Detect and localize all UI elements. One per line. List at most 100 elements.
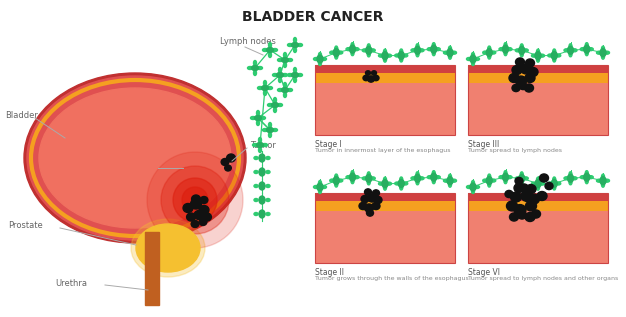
Ellipse shape xyxy=(254,157,258,159)
Ellipse shape xyxy=(569,44,572,49)
Ellipse shape xyxy=(269,42,272,48)
Ellipse shape xyxy=(354,48,359,51)
Ellipse shape xyxy=(510,213,518,221)
Ellipse shape xyxy=(548,54,553,57)
Ellipse shape xyxy=(262,86,269,90)
Ellipse shape xyxy=(182,187,208,213)
Bar xyxy=(315,193,455,263)
Ellipse shape xyxy=(267,103,272,107)
Ellipse shape xyxy=(346,48,351,51)
Ellipse shape xyxy=(588,176,593,179)
Text: Tumor: Tumor xyxy=(250,140,276,150)
Ellipse shape xyxy=(443,179,448,182)
Bar xyxy=(315,65,455,73)
Ellipse shape xyxy=(584,173,590,181)
Ellipse shape xyxy=(435,48,440,51)
Ellipse shape xyxy=(294,37,297,42)
Ellipse shape xyxy=(191,221,199,228)
Ellipse shape xyxy=(531,54,536,57)
Ellipse shape xyxy=(277,73,284,77)
Ellipse shape xyxy=(282,74,287,76)
Ellipse shape xyxy=(257,87,262,89)
Ellipse shape xyxy=(354,176,359,179)
Ellipse shape xyxy=(384,177,386,182)
Ellipse shape xyxy=(370,49,375,52)
Ellipse shape xyxy=(428,48,432,51)
Ellipse shape xyxy=(448,174,451,179)
Ellipse shape xyxy=(367,52,370,57)
Ellipse shape xyxy=(512,66,522,74)
Ellipse shape xyxy=(499,176,504,179)
Ellipse shape xyxy=(267,48,274,53)
Ellipse shape xyxy=(419,177,424,180)
Ellipse shape xyxy=(515,58,525,66)
Ellipse shape xyxy=(448,182,451,187)
Ellipse shape xyxy=(602,182,605,187)
Ellipse shape xyxy=(284,82,287,87)
Ellipse shape xyxy=(514,204,526,215)
Ellipse shape xyxy=(483,179,488,182)
Ellipse shape xyxy=(335,182,338,187)
Ellipse shape xyxy=(471,53,475,57)
Ellipse shape xyxy=(173,178,217,222)
Ellipse shape xyxy=(491,179,496,182)
Ellipse shape xyxy=(605,179,610,182)
Ellipse shape xyxy=(523,177,528,180)
Ellipse shape xyxy=(475,57,480,61)
Ellipse shape xyxy=(287,59,292,61)
Ellipse shape xyxy=(552,179,557,187)
Text: Tumor spread to lymph nodes: Tumor spread to lymph nodes xyxy=(468,148,562,153)
Ellipse shape xyxy=(466,185,471,189)
Ellipse shape xyxy=(366,71,371,75)
Ellipse shape xyxy=(605,51,610,54)
Ellipse shape xyxy=(432,43,435,48)
Ellipse shape xyxy=(431,173,437,181)
Ellipse shape xyxy=(269,122,272,127)
Ellipse shape xyxy=(284,53,287,57)
Ellipse shape xyxy=(518,211,526,219)
Ellipse shape xyxy=(338,51,343,54)
Ellipse shape xyxy=(266,157,270,159)
Text: Stage I: Stage I xyxy=(315,140,342,149)
Ellipse shape xyxy=(257,120,260,126)
Ellipse shape xyxy=(548,182,553,185)
Ellipse shape xyxy=(362,177,367,180)
Ellipse shape xyxy=(568,46,573,54)
Ellipse shape xyxy=(432,51,435,56)
Ellipse shape xyxy=(432,179,435,184)
Ellipse shape xyxy=(287,74,292,76)
Ellipse shape xyxy=(448,54,451,59)
Ellipse shape xyxy=(314,57,319,61)
Ellipse shape xyxy=(411,49,416,52)
Ellipse shape xyxy=(225,165,231,171)
Ellipse shape xyxy=(572,49,577,52)
Ellipse shape xyxy=(483,51,488,54)
Ellipse shape xyxy=(199,205,209,215)
Ellipse shape xyxy=(367,180,370,185)
Ellipse shape xyxy=(525,59,535,67)
Ellipse shape xyxy=(282,57,289,62)
Ellipse shape xyxy=(294,68,297,73)
Ellipse shape xyxy=(277,103,282,107)
Ellipse shape xyxy=(351,171,354,176)
Bar xyxy=(145,232,159,305)
Ellipse shape xyxy=(520,44,523,49)
Ellipse shape xyxy=(386,182,391,185)
Ellipse shape xyxy=(367,194,376,202)
Ellipse shape xyxy=(254,61,257,66)
Ellipse shape xyxy=(503,45,508,53)
Ellipse shape xyxy=(131,219,205,277)
Ellipse shape xyxy=(366,174,372,182)
Ellipse shape xyxy=(451,179,456,182)
Bar xyxy=(315,83,455,135)
Ellipse shape xyxy=(371,71,376,75)
Ellipse shape xyxy=(277,59,282,61)
Ellipse shape xyxy=(531,210,540,218)
Ellipse shape xyxy=(515,49,520,52)
Ellipse shape xyxy=(346,176,351,179)
Ellipse shape xyxy=(585,179,588,184)
Ellipse shape xyxy=(314,185,319,189)
Ellipse shape xyxy=(292,73,299,77)
Ellipse shape xyxy=(319,53,322,57)
Ellipse shape xyxy=(272,49,277,51)
